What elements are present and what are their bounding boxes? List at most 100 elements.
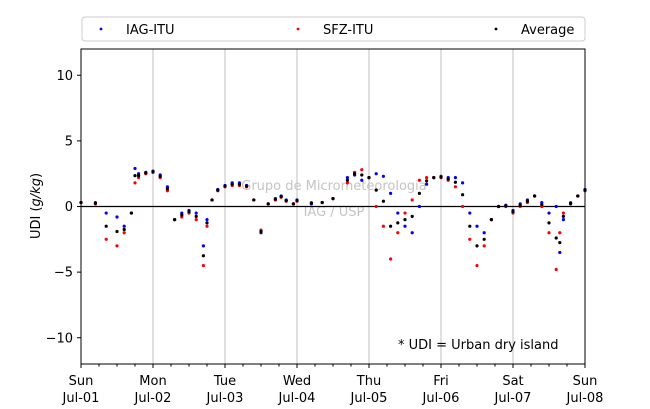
data-point (468, 237, 472, 241)
data-point (205, 224, 209, 228)
data-point (223, 184, 227, 188)
data-point (360, 173, 364, 177)
data-point (482, 237, 486, 241)
data-point (194, 214, 198, 218)
data-point (403, 224, 407, 228)
y-axis-label-unit: g/kg (29, 178, 44, 206)
data-point (122, 224, 126, 228)
x-tick-day-label: Fri (433, 374, 449, 389)
data-point (446, 177, 450, 181)
data-point (115, 215, 119, 219)
data-point (453, 185, 457, 189)
data-point (374, 204, 378, 209)
x-tick-day-label: Wed (283, 374, 311, 389)
data-point (129, 211, 133, 215)
data-point (345, 181, 349, 185)
x-tick-day-label: Sat (502, 374, 523, 389)
data-point (345, 178, 349, 182)
data-point (374, 172, 378, 176)
legend-marker-sfz-itu (296, 27, 300, 31)
data-point (547, 221, 551, 225)
data-point (331, 197, 335, 201)
data-point (122, 227, 126, 232)
data-point (133, 181, 137, 185)
data-point (194, 211, 198, 215)
data-point (210, 198, 214, 202)
udi-annotation: * UDI = Urban dry island (398, 338, 558, 353)
data-point (475, 263, 479, 268)
data-point (554, 236, 558, 240)
data-point (396, 231, 400, 235)
x-axis-ticks: Sun Jul-01 Mon Jul-02 Tue Jul-03 Wed Jul-04 Thu J… (62, 364, 603, 406)
data-point (151, 170, 155, 174)
data-point (561, 218, 566, 222)
data-point (309, 201, 313, 205)
x-tick-date-label: Jul-04 (278, 391, 316, 406)
x-tick-date-label: Jul-03 (206, 391, 244, 406)
legend-label-average: Average (521, 23, 574, 38)
data-point (216, 188, 220, 192)
data-point (133, 166, 137, 171)
data-point (279, 195, 283, 199)
data-point (461, 193, 465, 197)
y-tick-label: −10 (46, 331, 73, 346)
data-point (144, 171, 148, 175)
data-point (360, 168, 364, 172)
data-point (165, 187, 169, 191)
data-point (205, 221, 209, 225)
data-point (381, 224, 385, 228)
data-point (540, 202, 544, 207)
x-tick-day-label: Thu (356, 374, 381, 389)
data-point (468, 211, 472, 215)
y-axis-ticks: 10 5 0 −5 −10 (46, 69, 81, 346)
x-tick-date-label: Jul-02 (134, 391, 172, 406)
data-point (410, 214, 414, 218)
data-point (360, 178, 364, 182)
data-point (475, 224, 479, 228)
data-point (273, 197, 277, 201)
data-point (504, 204, 508, 208)
data-point (389, 224, 393, 228)
series-average (79, 170, 587, 258)
data-point (410, 231, 414, 235)
data-point (475, 244, 479, 248)
data-point (93, 201, 97, 205)
legend-marker-iag-itu (99, 27, 103, 31)
data-point (367, 176, 371, 180)
data-point (320, 200, 324, 205)
data-point (158, 174, 162, 178)
data-point (569, 201, 573, 205)
data-point (284, 198, 288, 203)
data-point (353, 172, 357, 176)
data-point (461, 204, 465, 209)
data-point (432, 176, 436, 180)
data-point (115, 229, 119, 234)
data-point (547, 211, 551, 215)
data-point (180, 213, 184, 217)
y-tick-label: −5 (54, 266, 73, 281)
data-point (525, 199, 530, 203)
y-axis-label-prefix: UDI (29, 212, 44, 240)
data-point (461, 181, 465, 185)
data-point (558, 250, 562, 255)
data-point (295, 198, 299, 203)
data-point (439, 175, 443, 179)
data-point (561, 211, 566, 215)
legend-label-iag-itu: IAG-ITU (126, 23, 175, 38)
data-point (554, 267, 558, 272)
data-point (482, 231, 486, 235)
data-point (122, 231, 126, 235)
data-point (173, 218, 177, 222)
data-point (137, 174, 141, 178)
data-point (403, 218, 407, 222)
data-point (104, 224, 108, 228)
data-point (497, 204, 501, 209)
data-point (468, 224, 472, 228)
data-point (396, 211, 400, 215)
data-point (511, 210, 515, 214)
data-point (533, 194, 537, 198)
data-point (403, 211, 407, 215)
y-tick-label: 5 (65, 134, 73, 149)
data-point (104, 237, 108, 241)
